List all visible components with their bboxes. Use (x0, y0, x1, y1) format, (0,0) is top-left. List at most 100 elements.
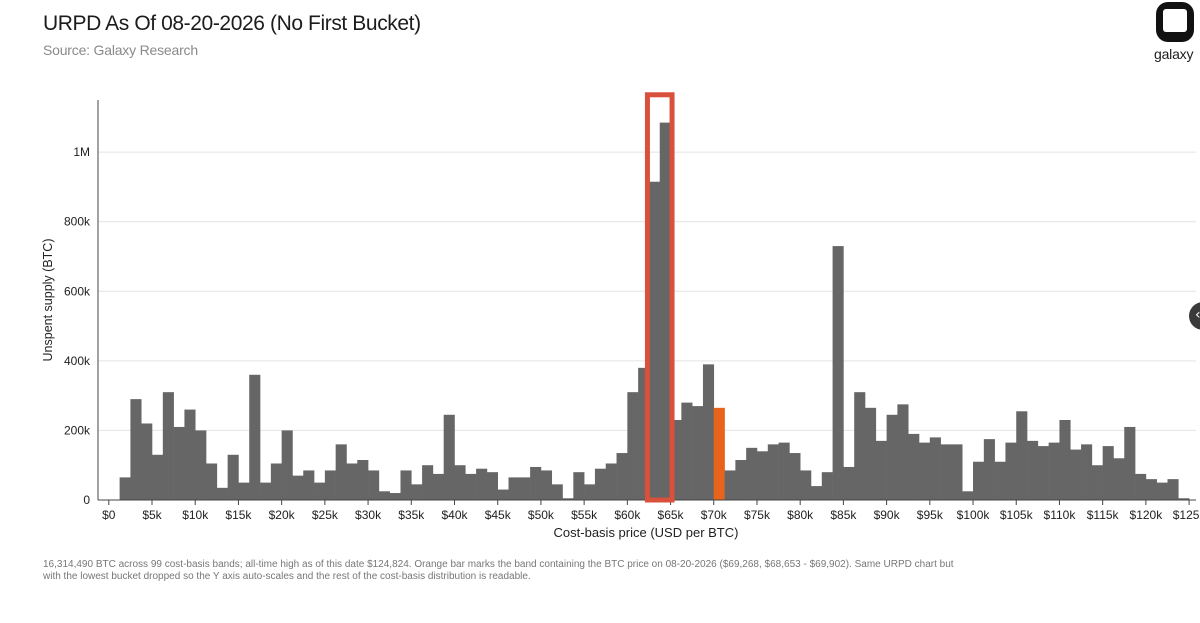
x-tick-label: $105k (1000, 508, 1034, 522)
bar (919, 442, 931, 500)
x-tick-label: $10k (182, 508, 209, 522)
x-tick-label: $80k (787, 508, 814, 522)
bar (1091, 465, 1103, 500)
x-tick-label: $115k (1087, 508, 1120, 522)
bar (368, 470, 380, 500)
galaxy-logo: galaxy (1150, 0, 1200, 70)
bar (1048, 442, 1060, 500)
bar (519, 477, 531, 500)
bar (778, 442, 790, 500)
bar (216, 487, 228, 500)
bar (584, 484, 596, 500)
bar (886, 414, 898, 500)
x-tick-label: $110k (1044, 508, 1077, 522)
bar (476, 468, 488, 500)
bar (865, 407, 877, 500)
bar (422, 465, 434, 500)
y-axis-label: Unspent supply (BTC) (41, 239, 55, 362)
x-tick-label: $100k (957, 508, 991, 522)
bar (821, 472, 833, 500)
bar (973, 461, 985, 500)
x-tick-label: $25k (312, 508, 339, 522)
chart-title: URPD As Of 08-20-2026 (No First Bucket) (43, 12, 421, 35)
bar (238, 482, 250, 500)
bar (141, 423, 153, 500)
bar (800, 470, 812, 500)
carousel-nav-button[interactable]: ‹ (1189, 302, 1200, 330)
chevron-left-icon: ‹ (1195, 307, 1200, 323)
bar (962, 491, 974, 500)
bar (227, 454, 239, 500)
bar (832, 246, 844, 500)
bar (530, 466, 542, 500)
bar (486, 472, 498, 500)
bar (789, 453, 801, 500)
y-tick-label: 800k (64, 215, 91, 229)
bar (605, 463, 617, 500)
bar (432, 473, 444, 500)
bar (562, 498, 574, 500)
bar (681, 402, 693, 500)
bar (854, 392, 866, 500)
x-axis-label: Cost-basis price (USD per BTC) (554, 525, 739, 540)
bar (551, 484, 563, 500)
bar (119, 477, 131, 500)
x-tick-label: $20k (269, 508, 296, 522)
chart-source: Source: Galaxy Research (43, 42, 198, 58)
bar (1167, 479, 1179, 500)
bar (756, 451, 769, 500)
bar (173, 426, 185, 500)
x-tick-label: $60k (614, 508, 641, 522)
bar (1059, 420, 1071, 500)
bar (735, 460, 747, 500)
x-tick-label: $5k (142, 508, 162, 522)
bar (724, 470, 736, 500)
x-tick-label: $65k (658, 508, 685, 522)
chart-footnote: 16,314,490 BTC across 99 cost-basis band… (43, 559, 954, 582)
bar (908, 433, 920, 500)
bar (897, 404, 909, 500)
bar (929, 437, 941, 500)
bar (1145, 479, 1157, 500)
x-tick-label: $35k (398, 508, 425, 522)
bar (314, 482, 326, 500)
bar (357, 460, 369, 500)
bar (810, 486, 823, 500)
bar (389, 493, 401, 500)
y-tick-label: 400k (64, 354, 91, 368)
bar (206, 463, 218, 500)
bar (411, 484, 423, 500)
bar (130, 399, 142, 500)
bar (875, 440, 887, 500)
bar (627, 392, 639, 500)
bar (983, 439, 995, 500)
bar (270, 463, 282, 500)
bar (670, 420, 682, 500)
bar (1178, 498, 1190, 500)
bar (400, 470, 412, 500)
bar (260, 482, 272, 500)
x-tick-label: $125k (1173, 508, 1200, 522)
bar (1156, 482, 1168, 500)
bar (638, 367, 650, 500)
x-tick-label: $120k (1130, 508, 1164, 522)
x-tick-label: $75k (744, 508, 771, 522)
bar (497, 489, 509, 500)
x-tick-label: $15k (225, 508, 252, 522)
bar (1135, 473, 1147, 500)
bar (746, 447, 758, 500)
bar-series (119, 122, 1190, 501)
bar (940, 444, 952, 500)
y-tick-label: 1M (73, 145, 90, 159)
x-tick-label: $85k (830, 508, 857, 522)
bar (465, 473, 477, 500)
bar (951, 444, 963, 500)
y-tick-label: 0 (83, 493, 90, 507)
bar (454, 465, 466, 500)
bar (994, 461, 1006, 500)
x-tick-label: $55k (571, 508, 598, 522)
bar (573, 472, 585, 500)
bar (659, 122, 671, 501)
bar (281, 430, 293, 500)
